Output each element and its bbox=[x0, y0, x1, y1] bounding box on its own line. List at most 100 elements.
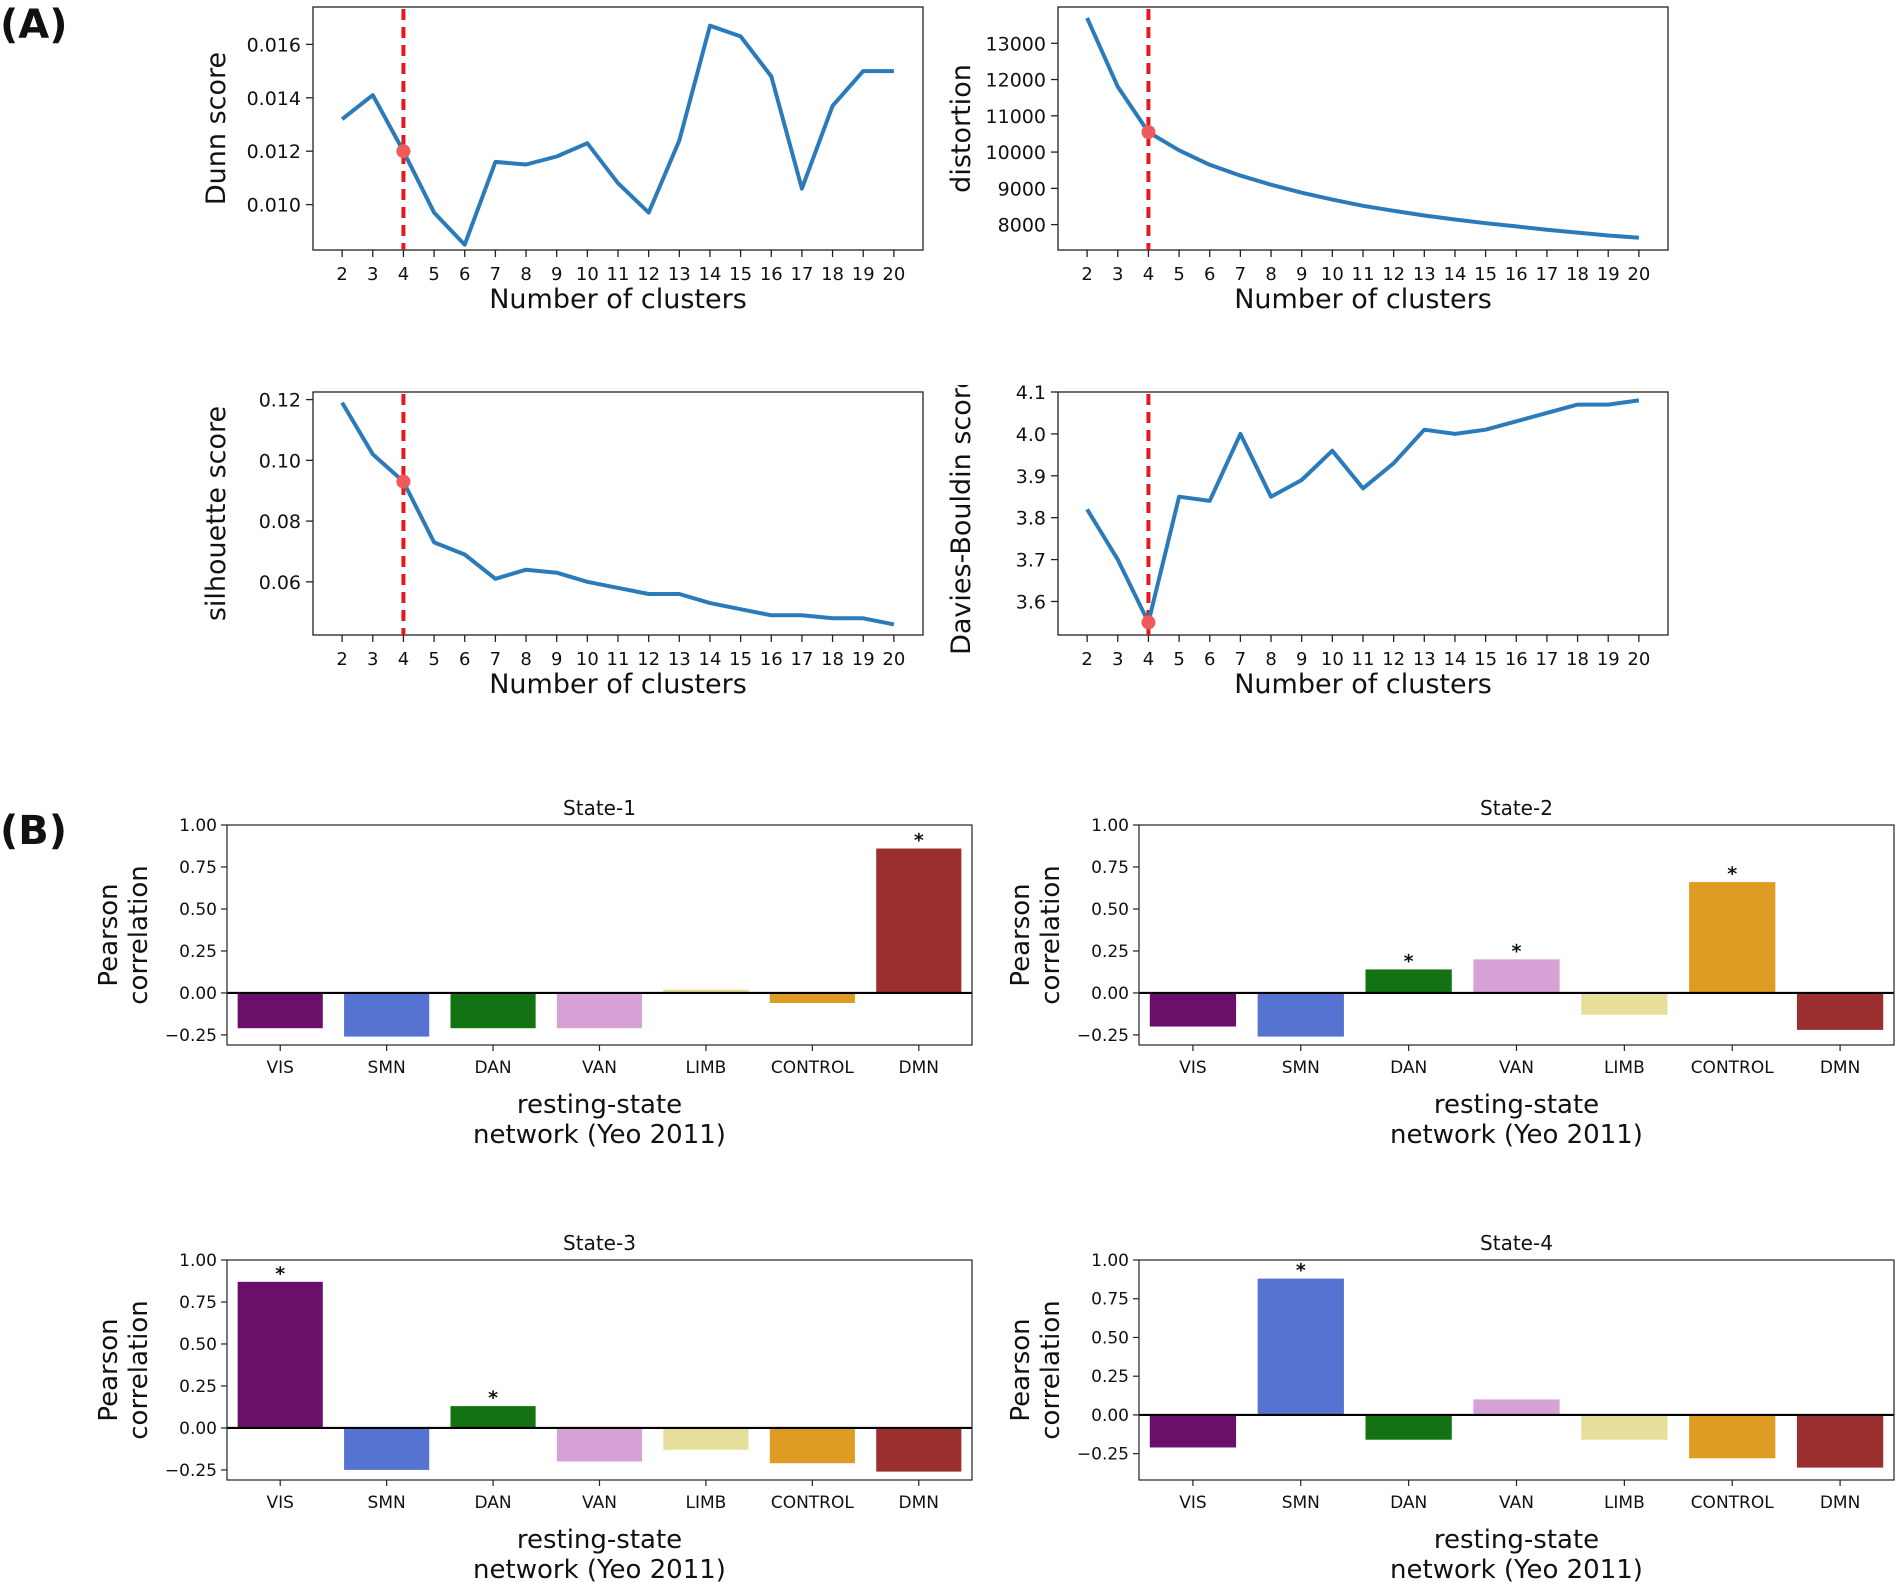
bar-dmn bbox=[1796, 1414, 1884, 1468]
x-tick-label: 20 bbox=[882, 264, 905, 285]
chart-title: State-2 bbox=[1480, 796, 1553, 820]
chart-title: State-3 bbox=[563, 1231, 636, 1255]
x-tick-label: 5 bbox=[428, 649, 439, 670]
x-tick-label: 3 bbox=[1112, 264, 1123, 285]
y-tick-label: −0.25 bbox=[165, 1026, 217, 1046]
x-tick-label: 3 bbox=[367, 264, 378, 285]
significance-marker: * bbox=[488, 1387, 498, 1409]
x-axis-label: Number of clusters bbox=[489, 284, 747, 315]
x-tick-label: DMN bbox=[899, 1493, 939, 1513]
y-tick-label: 0.00 bbox=[179, 1419, 217, 1439]
x-tick-label: 17 bbox=[1535, 264, 1558, 285]
y-tick-label: 1.00 bbox=[179, 1251, 217, 1271]
bar-control bbox=[769, 1427, 855, 1464]
x-tick-label: 17 bbox=[790, 264, 813, 285]
x-tick-label: VAN bbox=[582, 1058, 617, 1078]
x-tick-label: 17 bbox=[790, 649, 813, 670]
bar-dmn bbox=[1796, 992, 1884, 1030]
x-tick-label: 16 bbox=[760, 649, 783, 670]
selected-k-marker bbox=[396, 474, 411, 489]
selected-k-marker bbox=[1141, 125, 1156, 140]
x-tick-label: DAN bbox=[1390, 1058, 1427, 1078]
series-line bbox=[340, 401, 895, 627]
bar-smn bbox=[1257, 1278, 1344, 1415]
x-tick-label: 15 bbox=[1474, 649, 1497, 670]
panel-label-b: (B) bbox=[0, 808, 68, 854]
bar-limb bbox=[663, 1427, 749, 1450]
x-tick-label: 16 bbox=[1505, 649, 1528, 670]
y-tick-label: 0.75 bbox=[1091, 858, 1129, 878]
x-tick-label: 19 bbox=[1597, 264, 1620, 285]
x-tick-label: 7 bbox=[1235, 649, 1246, 670]
x-tick-label: DMN bbox=[899, 1058, 939, 1078]
significance-marker: * bbox=[914, 830, 924, 852]
x-tick-label: LIMB bbox=[1604, 1493, 1645, 1513]
selected-k-marker bbox=[1141, 615, 1156, 630]
x-tick-label: CONTROL bbox=[771, 1058, 855, 1078]
x-tick-label: 4 bbox=[398, 649, 409, 670]
x-tick-label: DAN bbox=[1390, 1493, 1427, 1513]
y-tick-label: 0.00 bbox=[1091, 984, 1129, 1004]
x-tick-label: 15 bbox=[729, 264, 752, 285]
bar-van bbox=[556, 992, 643, 1029]
x-tick-label: 4 bbox=[1143, 649, 1154, 670]
x-tick-label: VIS bbox=[266, 1493, 293, 1513]
x-tick-label: 2 bbox=[1081, 264, 1092, 285]
x-tick-label: VIS bbox=[1179, 1058, 1206, 1078]
x-tick-label: 12 bbox=[637, 649, 660, 670]
x-tick-label: 18 bbox=[1566, 264, 1589, 285]
x-tick-label: 18 bbox=[1566, 649, 1589, 670]
y-tick-label: 0.012 bbox=[247, 141, 301, 163]
bar-control bbox=[1689, 1414, 1776, 1459]
x-tick-label: 3 bbox=[367, 649, 378, 670]
y-tick-label: 0.25 bbox=[1091, 942, 1129, 962]
x-tick-label: 6 bbox=[1204, 264, 1215, 285]
bar-dan bbox=[1365, 969, 1452, 993]
y-tick-label: 0.50 bbox=[1091, 1328, 1129, 1348]
x-tick-label: 5 bbox=[1173, 264, 1184, 285]
x-tick-label: VAN bbox=[582, 1493, 617, 1513]
panel-label-a: (A) bbox=[0, 2, 68, 48]
y-tick-label: 0.75 bbox=[179, 1293, 217, 1313]
y-tick-label: 0.50 bbox=[179, 900, 217, 920]
bar-vis bbox=[237, 992, 323, 1029]
series-line bbox=[1085, 17, 1640, 240]
y-tick-label: 0.75 bbox=[1091, 1290, 1129, 1310]
x-tick-label: 7 bbox=[490, 649, 501, 670]
bar-van bbox=[556, 1427, 643, 1462]
x-tick-label: 13 bbox=[1413, 264, 1436, 285]
x-tick-label: 10 bbox=[576, 264, 599, 285]
y-tick-label: 3.6 bbox=[1016, 591, 1046, 613]
x-tick-label: 13 bbox=[668, 264, 691, 285]
bar-dmn bbox=[876, 1427, 962, 1472]
x-tick-label: 9 bbox=[1296, 264, 1307, 285]
plot-frame bbox=[1138, 824, 1895, 1046]
y-tick-label: −0.25 bbox=[1077, 1445, 1129, 1465]
chart-title: State-1 bbox=[563, 796, 636, 820]
silhouette-score-chart: 0.06 0.08 0.10 0.12 2 3 4 5 6 7 8 9 10 11 12 13 14 15 16 17… bbox=[201, 390, 924, 700]
y-tick-label: 3.9 bbox=[1016, 466, 1046, 488]
x-tick-label: 4 bbox=[1143, 264, 1154, 285]
x-tick-label: 11 bbox=[607, 264, 630, 285]
bar-van bbox=[1473, 959, 1560, 993]
y-tick-label: 0.50 bbox=[1091, 900, 1129, 920]
state-1-chart: State-1 VIS SMN DAN VAN LIMB CONTROL * DMN −0.25 0… bbox=[94, 796, 973, 1150]
x-tick-label: 15 bbox=[729, 649, 752, 670]
x-tick-label: CONTROL bbox=[771, 1493, 855, 1513]
y-tick-label: 0.00 bbox=[1091, 1406, 1129, 1426]
bar-limb bbox=[1581, 992, 1668, 1015]
bar-control bbox=[1689, 882, 1776, 993]
x-tick-label: 6 bbox=[459, 649, 470, 670]
significance-marker: * bbox=[1727, 863, 1737, 885]
state-3-chart: State-3 * VIS SMN * DAN VAN LIMB CONTROL DMN −0.25… bbox=[94, 1231, 973, 1585]
significance-marker: * bbox=[1404, 950, 1414, 972]
y-tick-label: 0.12 bbox=[259, 390, 301, 412]
selected-k-marker bbox=[396, 144, 411, 159]
bar-limb bbox=[1581, 1414, 1668, 1440]
x-tick-label: 2 bbox=[336, 649, 347, 670]
significance-marker: * bbox=[1296, 1260, 1306, 1282]
x-tick-label: LIMB bbox=[1604, 1058, 1645, 1078]
x-tick-label: 10 bbox=[576, 649, 599, 670]
y-axis-label: Pearsoncorrelation bbox=[94, 865, 154, 1005]
